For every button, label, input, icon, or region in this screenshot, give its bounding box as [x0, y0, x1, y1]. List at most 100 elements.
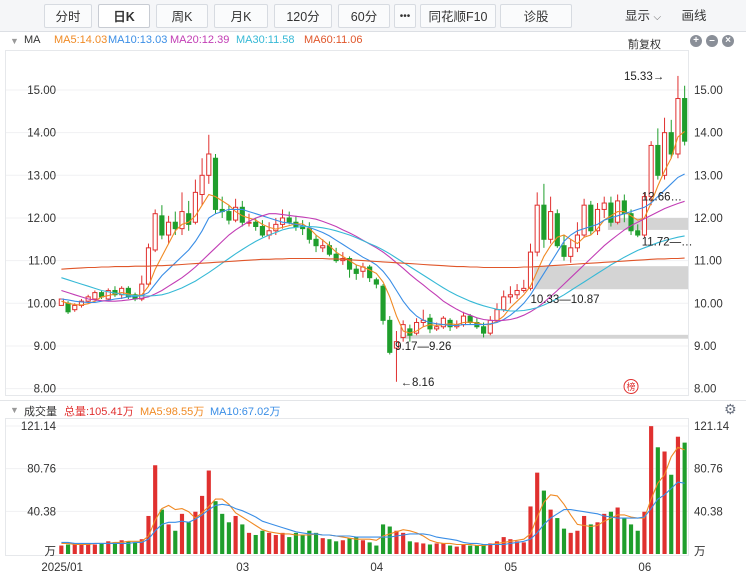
more-periods-button[interactable]: •••: [394, 4, 416, 28]
y-tick-right: 8.00: [694, 384, 716, 396]
candle: [608, 202, 614, 223]
tab-120min[interactable]: 120分: [274, 4, 332, 28]
volume-bar: [159, 509, 164, 554]
indicator-name[interactable]: MA: [24, 34, 41, 46]
volume-bar: [226, 522, 231, 554]
y-tick-right: 10.00: [694, 298, 723, 310]
zoom-in-icon[interactable]: +: [690, 35, 702, 47]
volume-bar: [132, 542, 138, 554]
tab-f10[interactable]: 同花顺F10: [420, 4, 496, 28]
volume-grid: [5, 418, 689, 556]
price-annotation: 9.17—9.26: [395, 341, 451, 353]
candle: [226, 211, 232, 221]
candle: [641, 196, 648, 236]
volume-bar: [153, 465, 158, 554]
candle: [541, 204, 547, 240]
rank-badge-icon: [623, 378, 639, 394]
ma-lines: [61, 130, 685, 334]
ma20-line: [61, 200, 685, 322]
price-chart[interactable]: 15.00 15.00 14.00 14.00 13.00 13.00 12.00 12.00…: [0, 50, 746, 400]
candle: [186, 213, 192, 225]
volume-bar: [407, 541, 412, 554]
candle: [367, 266, 373, 279]
volume-bar: [320, 538, 325, 554]
ma5-line: [61, 130, 685, 334]
volume-bar: [360, 540, 366, 554]
price-grid: [5, 50, 689, 396]
ma20-value: MA20:12.39: [170, 34, 230, 46]
candle: [487, 319, 493, 334]
collapse-arrow-icon[interactable]: ▼: [10, 36, 19, 46]
volume-bar: [528, 506, 533, 554]
chevron-down-icon: ▾: [628, 36, 633, 46]
candle: [233, 206, 239, 221]
candle: [313, 238, 319, 247]
ma60-line: [61, 257, 685, 270]
display-menu-button[interactable]: 显示 ⌵: [616, 4, 670, 28]
volume-bar: [508, 539, 513, 554]
ma10-line: [61, 173, 685, 327]
candle: [333, 253, 339, 262]
candle: [192, 191, 198, 223]
x-axis-label: 04: [370, 562, 383, 574]
candle: [346, 257, 353, 270]
tab-monthly-k[interactable]: 月K: [214, 4, 268, 28]
draw-line-button[interactable]: 画线: [681, 9, 707, 23]
candle: [320, 245, 326, 249]
volume-bar: [380, 524, 386, 554]
tab-60min[interactable]: 60分: [338, 4, 390, 28]
close-panel-icon[interactable]: ×: [722, 35, 734, 47]
zoom-out-icon[interactable]: –: [706, 35, 718, 47]
volume-bar: [468, 545, 473, 554]
volume-bar: [548, 509, 553, 554]
candle: [413, 321, 420, 334]
volume-ma-lines: [61, 446, 685, 547]
candle: [507, 294, 513, 298]
collapse-arrow-icon[interactable]: ▼: [10, 405, 19, 415]
candle: [427, 317, 433, 330]
candle: [380, 285, 386, 321]
tab-weekly-k[interactable]: 周K: [156, 4, 208, 28]
volume-bar: [220, 513, 225, 554]
tab-intraday[interactable]: 分时: [44, 4, 92, 28]
candle: [273, 223, 279, 232]
volume-bar: [387, 526, 392, 554]
tab-diagnose[interactable]: 诊股: [500, 4, 572, 28]
candle: [199, 174, 205, 196]
volume-y-axis: 121.14 121.14 80.76 80.76 40.38 40.38 万 万: [21, 421, 730, 558]
volume-bar: [280, 532, 285, 554]
x-axis-label: 2025/01: [41, 562, 83, 574]
volume-bar: [240, 524, 245, 554]
candle: [206, 153, 212, 176]
candle: [179, 211, 185, 230]
volume-bar: [615, 507, 620, 554]
price-annotation: ←8.16: [400, 377, 434, 389]
volume-bar: [59, 545, 64, 554]
volume-bar: [334, 541, 339, 554]
volume-bar: [300, 534, 305, 554]
volume-bar: [628, 524, 634, 554]
volume-bar: [173, 530, 178, 554]
volume-bar: [287, 537, 292, 554]
chevron-down-icon: ⌵: [653, 12, 662, 23]
volume-bars: [59, 426, 687, 554]
settings-gear-icon[interactable]: ⚙: [724, 401, 737, 417]
display-label: 显示: [624, 9, 650, 23]
candle: [65, 302, 71, 313]
volume-bar: [575, 530, 580, 554]
volume-panel-title[interactable]: 成交量: [24, 406, 57, 418]
volume-bar: [293, 532, 299, 554]
y-tick-right: 11.00: [694, 256, 722, 268]
tab-daily-k[interactable]: 日K: [98, 4, 150, 28]
volume-bar: [65, 544, 71, 554]
candle: [58, 298, 64, 306]
volume-chart[interactable]: 121.14 121.14 80.76 80.76 40.38 40.38 万 万 2025/…: [0, 418, 746, 578]
volume-bar: [193, 511, 198, 554]
volume-bar: [474, 545, 479, 554]
volume-bar: [535, 472, 540, 554]
period-tab-bar: 分时 日K 周K 月K 120分 60分 ••• 同花顺F10 诊股 显示 ⌵ …: [0, 0, 746, 32]
volume-unit-left: 万: [45, 546, 57, 558]
x-axis: 2025/01 03 04 05 06: [41, 562, 651, 574]
volume-bar: [179, 513, 185, 554]
volume-tick-right: 121.14: [694, 421, 730, 433]
